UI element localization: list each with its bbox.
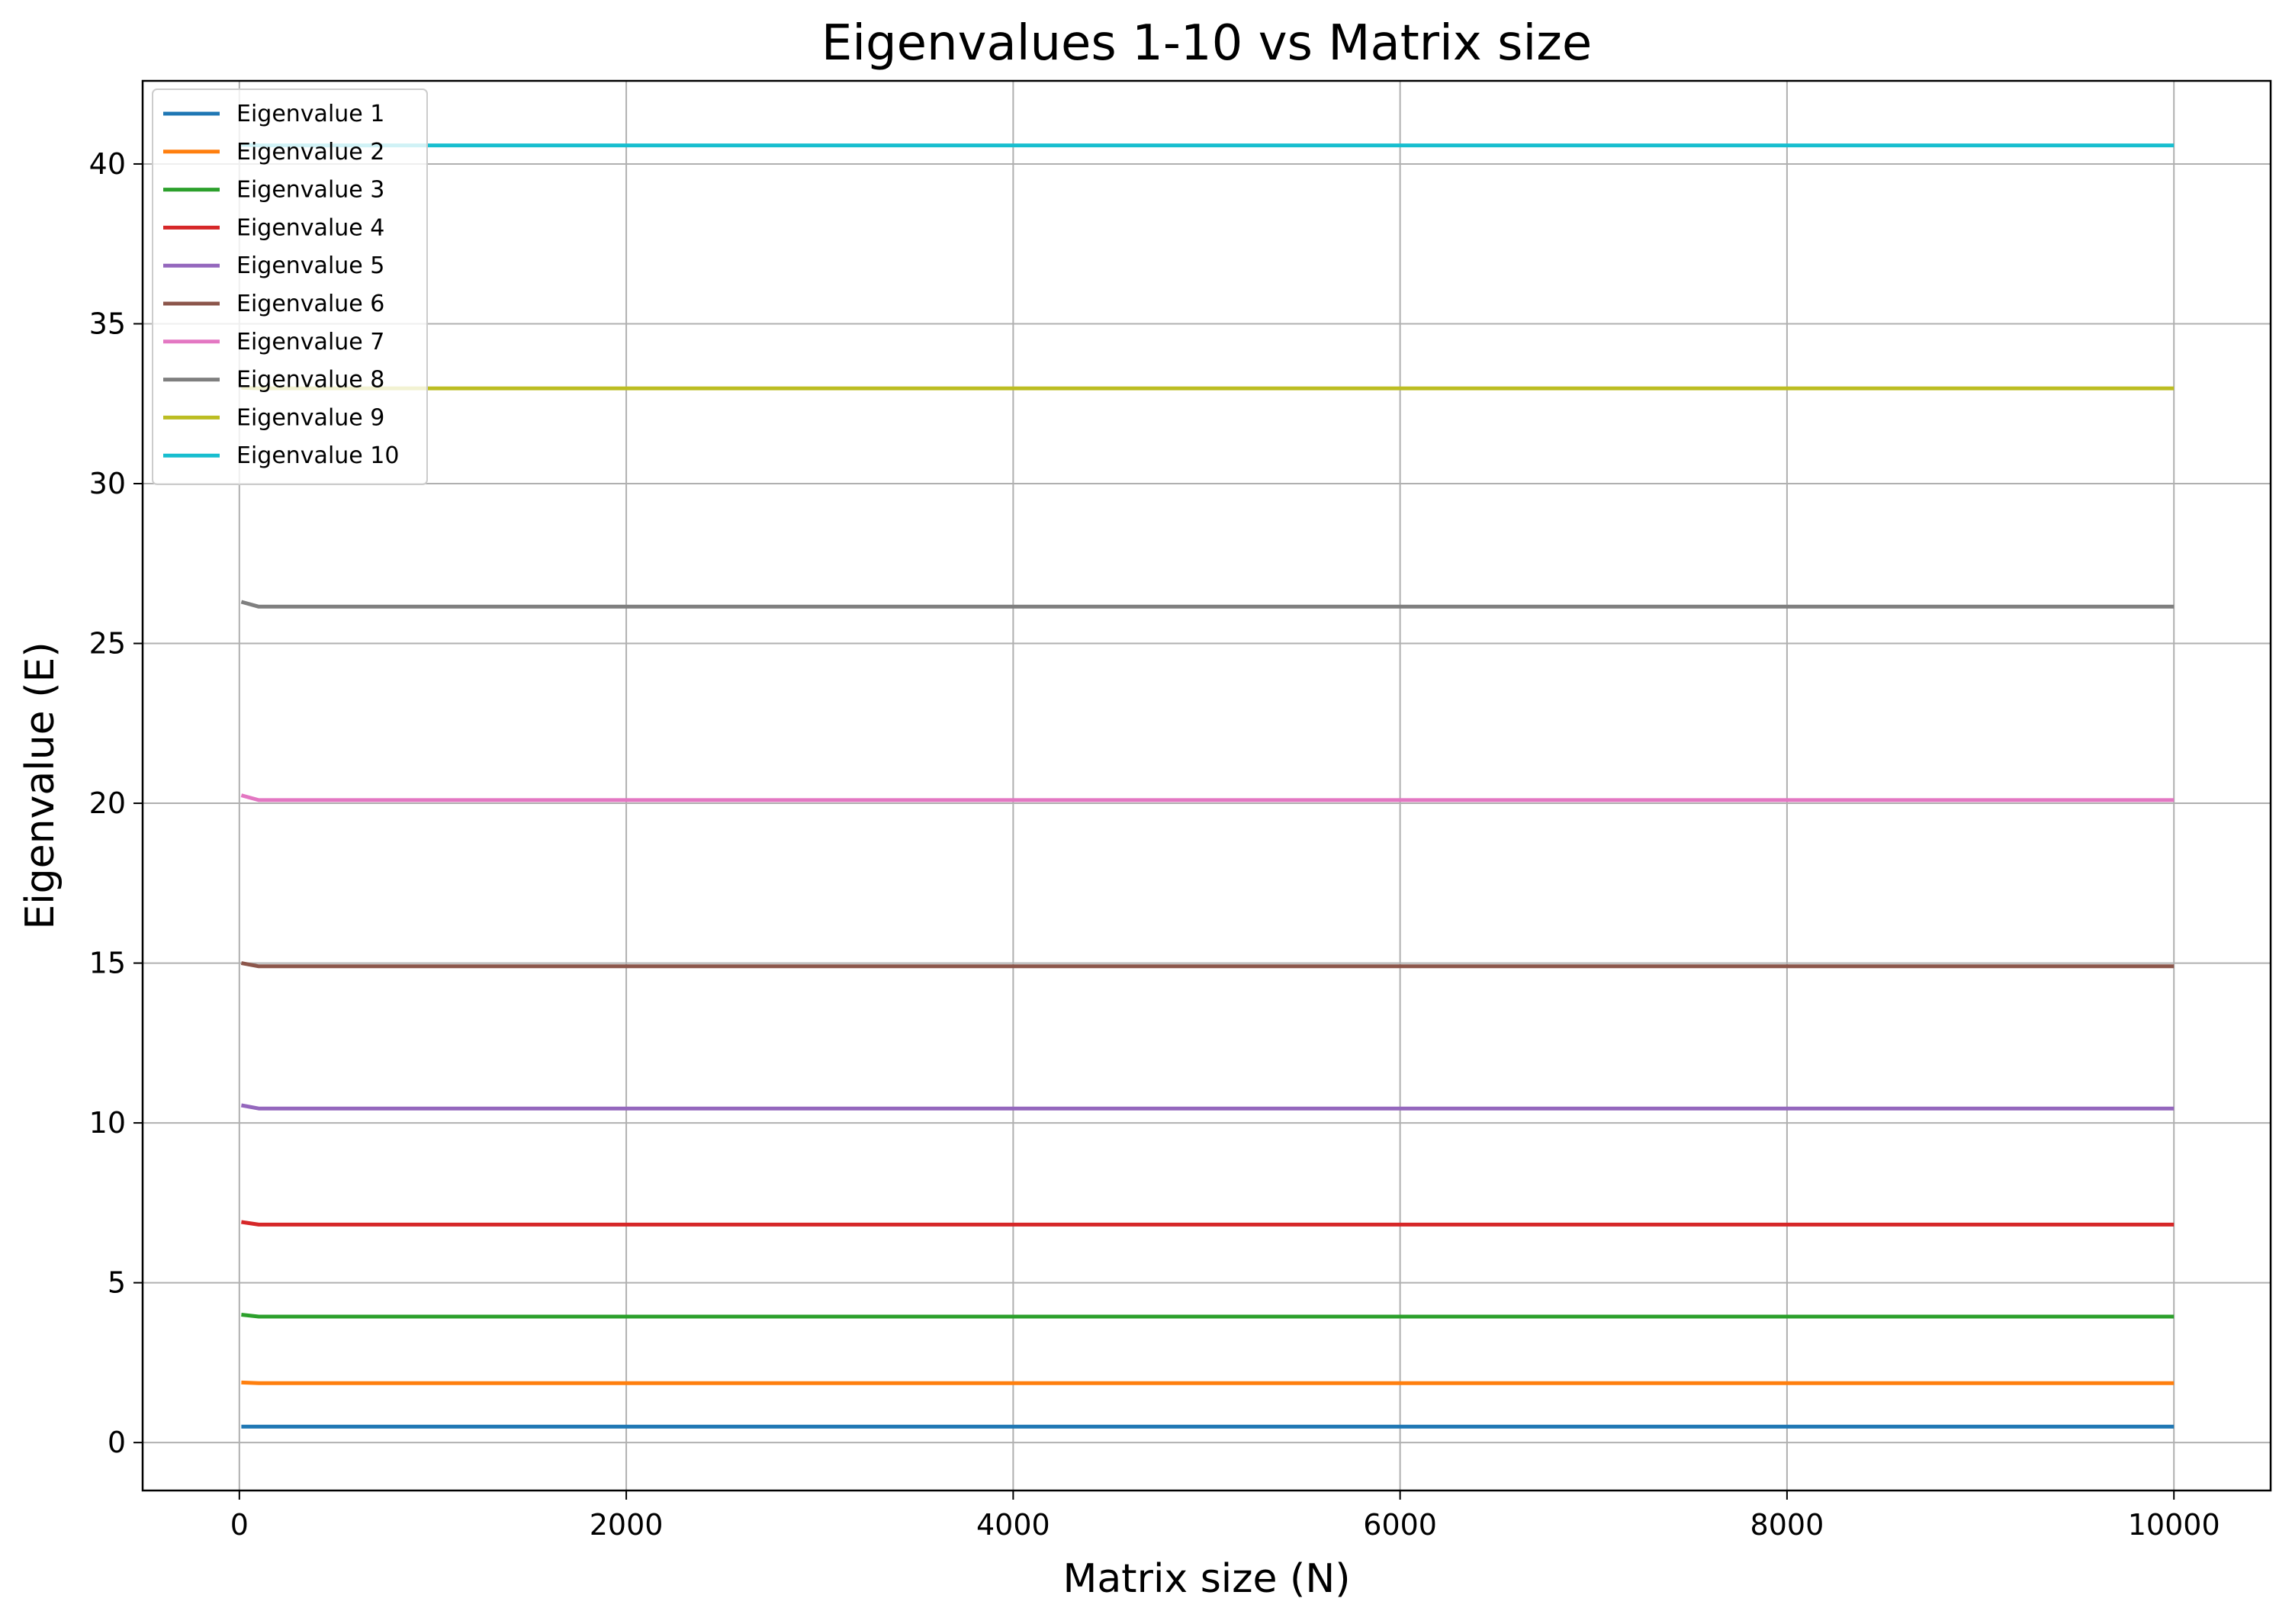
y-axis-ticks: 0 5 10 15 20 25 30 35 40 [89,147,143,1459]
x-axis-ticks: 0 2000 4000 6000 8000 10000 [230,1491,2220,1542]
x-axis-label: Matrix size (N) [1062,1556,1350,1602]
legend-label: Eigenvalue 2 [236,139,384,166]
y-axis-label: Eigenvalue (E) [18,642,63,929]
series-line-eigenvalue-6 [240,961,2175,969]
series-line-eigenvalue-2 [241,1380,2175,1385]
series-line-eigenvalue-5 [240,1103,2175,1111]
x-tick-label: 10000 [2128,1508,2220,1542]
y-tick-label: 20 [89,786,126,820]
y-tick-label: 35 [89,307,126,340]
y-tick-label: 30 [89,467,126,500]
y-tick-label: 10 [89,1106,126,1140]
legend-label: Eigenvalue 7 [236,329,384,355]
legend-label: Eigenvalue 9 [236,404,384,431]
legend-label: Eigenvalue 10 [236,442,399,469]
x-tick-label: 4000 [976,1508,1050,1542]
series-line-eigenvalue-3 [241,1313,2175,1319]
x-tick-label: 8000 [1750,1508,1824,1542]
series-line-eigenvalue-10 [241,143,2175,148]
y-tick-label: 25 [89,627,126,661]
x-tick-label: 2000 [590,1508,664,1542]
grid [143,81,2271,1491]
legend-label: Eigenvalue 4 [236,214,384,241]
legend-label: Eigenvalue 8 [236,367,384,394]
x-tick-label: 0 [230,1508,249,1542]
y-tick-label: 40 [89,147,126,181]
y-tick-label: 5 [108,1266,126,1300]
series-line-eigenvalue-7 [240,793,2175,802]
legend: Eigenvalue 1 Eigenvalue 2 Eigenvalue 3 Eige… [152,88,428,485]
plot-area-frame [141,79,2272,1492]
series-line-eigenvalue-8 [240,600,2175,609]
x-tick-label: 6000 [1363,1508,1437,1542]
legend-label: Eigenvalue 5 [236,252,384,279]
legend-label: Eigenvalue 3 [236,177,384,204]
chart-title: Eigenvalues 1-10 vs Matrix size [821,15,1592,72]
y-tick-label: 15 [89,947,126,980]
legend-label: Eigenvalue 6 [236,291,384,317]
legend-box [152,88,428,485]
y-tick-label: 0 [108,1426,126,1459]
legend-label: Eigenvalue 1 [236,101,384,127]
series-line-eigenvalue-4 [241,1220,2175,1227]
